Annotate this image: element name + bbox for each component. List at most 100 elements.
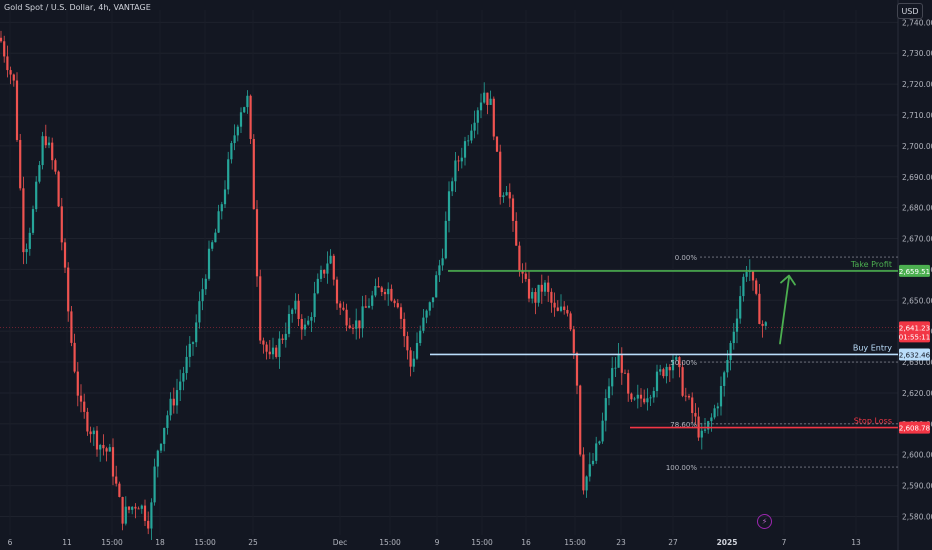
x-tick-label: 18 — [155, 538, 165, 547]
time-axis[interactable]: 6 11 15:00 18 15:00 25 Dec 15:00 9 15:00 16 15:00 23… — [8, 538, 861, 547]
candle-body — [569, 313, 572, 330]
y-tick-label: 2,670.00 — [902, 235, 932, 244]
candle-body — [579, 385, 582, 455]
x-tick-label: 7 — [782, 538, 787, 547]
candle-body — [735, 318, 739, 332]
candle-body — [668, 366, 671, 371]
candle-body — [284, 333, 287, 340]
candle-body — [12, 74, 15, 81]
candle-body — [211, 242, 214, 249]
lightning-icon[interactable]: ⚡ — [757, 514, 772, 529]
candle-body — [236, 126, 239, 136]
candle-body — [25, 248, 28, 253]
candle-body — [54, 160, 57, 172]
candle-body — [457, 160, 460, 162]
target-arrow-shaft[interactable] — [779, 276, 790, 345]
candle-body — [303, 324, 307, 330]
buy-entry-price-tag — [899, 348, 930, 361]
candle-body — [175, 390, 179, 406]
candle-body — [300, 318, 303, 330]
y-tick-label: 2,630.00 — [902, 358, 932, 367]
candle-body — [150, 502, 153, 529]
candle-body — [566, 309, 569, 314]
fib-level-label: 78.60% — [670, 421, 697, 429]
candle-body — [377, 286, 380, 288]
candle-body — [249, 95, 252, 139]
candle-body — [351, 327, 355, 329]
stop-loss-price-tag-text: 2,608.78 — [899, 425, 930, 433]
candle-body — [153, 466, 156, 503]
candle-body — [38, 165, 41, 182]
candle-body — [19, 139, 22, 189]
candle-body — [188, 343, 191, 357]
candle-body — [755, 280, 758, 294]
candle-body — [553, 302, 556, 308]
candle-body — [390, 288, 393, 301]
candle-body — [665, 366, 668, 377]
candle-body — [345, 309, 348, 326]
candle-body — [297, 300, 300, 319]
candle-body — [214, 232, 217, 243]
candle-body — [326, 263, 329, 274]
y-tick-label: 2,580.00 — [902, 512, 932, 521]
candle-body — [319, 269, 323, 279]
candle-body — [531, 292, 534, 299]
candle-body — [425, 310, 428, 318]
y-tick-label: 2,680.00 — [902, 204, 932, 213]
currency-button[interactable]: USD — [897, 3, 923, 19]
candles-layer — [0, 30, 767, 541]
candle-body — [540, 284, 543, 292]
candle-body — [124, 506, 127, 524]
candle-body — [169, 398, 172, 416]
candle-body — [102, 444, 105, 449]
candle-body — [179, 381, 182, 391]
price-axis[interactable]: 2,580.002,590.002,600.002,610.002,620.00… — [899, 18, 932, 521]
candle-body — [252, 138, 255, 210]
candle-body — [329, 255, 332, 264]
x-tick-label: Dec — [333, 538, 348, 547]
candle-body — [444, 220, 447, 259]
candle-body — [764, 322, 767, 326]
candle-body — [6, 56, 9, 71]
current-price-tag-text: 2,641.23 — [899, 324, 930, 332]
candle-body — [591, 460, 595, 465]
y-tick-label: 2,600.00 — [902, 451, 932, 460]
candle-body — [230, 143, 233, 160]
candle-body — [259, 276, 262, 341]
target-arrow-head[interactable] — [780, 274, 796, 286]
candle-body — [92, 430, 95, 435]
candle-body — [739, 296, 742, 319]
candle-body — [703, 429, 707, 431]
x-tick-label: 27 — [668, 538, 678, 547]
candle-body — [419, 330, 422, 344]
take-profit-label: Take Profit — [850, 260, 892, 269]
candle-body — [115, 476, 118, 484]
candle-body — [463, 141, 467, 158]
candle-body — [3, 41, 6, 57]
drawings-layer[interactable]: 0.00% 50.00% 78.60% 100.00% Take Profit Buy E… — [0, 254, 898, 472]
candle-body — [412, 358, 415, 367]
candle-body — [51, 142, 54, 161]
x-tick-label: 16 — [521, 538, 531, 547]
candle-body — [655, 371, 659, 392]
candle-body — [473, 122, 476, 131]
candle-body — [521, 270, 524, 274]
candle-body — [159, 443, 163, 451]
candle-body — [524, 273, 527, 279]
candle-body — [662, 369, 665, 377]
candle-body — [604, 398, 607, 421]
candle-body — [694, 413, 697, 417]
candle-body — [134, 506, 137, 509]
candle-body — [223, 189, 227, 205]
candle-body — [387, 288, 390, 295]
candle-body — [495, 136, 499, 152]
candle-body — [691, 397, 694, 414]
y-tick-label: 2,590.00 — [902, 482, 932, 491]
y-tick-label: 2,700.00 — [902, 142, 932, 151]
candle-body — [678, 357, 681, 368]
fib-level-label: 100.00% — [666, 464, 697, 472]
candle-body — [511, 198, 515, 221]
x-tick-label: 15:00 — [471, 538, 493, 547]
candle-body — [0, 37, 3, 42]
